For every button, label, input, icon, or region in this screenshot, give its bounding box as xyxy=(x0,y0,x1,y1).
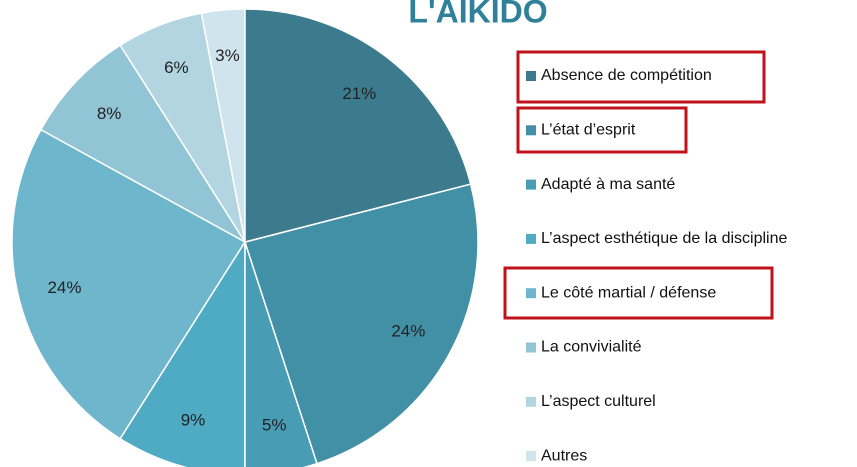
data-label: 24% xyxy=(47,278,81,297)
legend-label: La convivialité xyxy=(541,339,642,356)
legend-swatch xyxy=(526,451,536,462)
highlight-box xyxy=(516,50,766,104)
data-label: 21% xyxy=(342,84,376,103)
data-label: 5% xyxy=(262,416,287,435)
legend-swatch xyxy=(526,125,536,136)
data-label: 3% xyxy=(215,46,240,65)
data-label: 6% xyxy=(164,58,189,77)
legend-swatch xyxy=(526,288,536,299)
pie-slice xyxy=(119,239,246,467)
pie-slice xyxy=(244,183,479,465)
legend-label: Le côté martial / défense xyxy=(541,284,716,301)
legend-swatch xyxy=(526,71,536,81)
pie-slice xyxy=(39,44,246,243)
legend-label: Adapté à ma santé xyxy=(541,176,675,193)
legend-label: Absence de compétition xyxy=(541,67,712,84)
data-label: 24% xyxy=(391,321,425,340)
legend-label: L’aspect esthétique de la discipline xyxy=(541,230,787,247)
highlight-box xyxy=(516,106,688,154)
chart-title: L'AIKIDO xyxy=(408,0,547,29)
data-label: 9% xyxy=(181,410,206,429)
legend-swatch xyxy=(526,233,536,244)
legend-label: Autres xyxy=(541,447,587,464)
legend-label: L’aspect culturel xyxy=(541,393,656,410)
legend-swatch xyxy=(526,396,536,407)
legend-swatch xyxy=(526,179,536,190)
legend-label: L’état d’esprit xyxy=(541,122,636,139)
pie-slice xyxy=(11,128,247,440)
pie-slice xyxy=(244,8,472,243)
legend-swatch xyxy=(526,342,536,353)
highlight-box xyxy=(503,266,774,320)
data-label: 8% xyxy=(97,104,122,123)
